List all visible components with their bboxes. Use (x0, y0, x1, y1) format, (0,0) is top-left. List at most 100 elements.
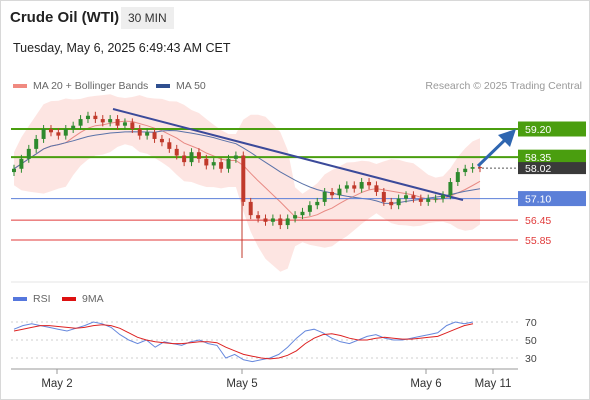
candle-body (381, 191, 386, 202)
rsi-swatch (13, 297, 27, 301)
ma50-swatch (156, 84, 170, 88)
level-label-58.35: 58.35 (525, 152, 551, 164)
level-label-59.20: 59.20 (525, 124, 551, 136)
candle-body (418, 198, 423, 202)
legend-ma9-label: 9MA (82, 293, 104, 305)
projection-arrow-shaft (476, 135, 510, 168)
candle-body (396, 198, 401, 206)
candle-body (322, 191, 327, 202)
level-tag-57.10 (518, 191, 586, 207)
candle-body (159, 138, 164, 143)
candle-body (130, 122, 135, 129)
candle-body (448, 182, 453, 196)
candle-body (433, 198, 438, 200)
ma9-swatch (62, 297, 76, 301)
candle-body (226, 158, 231, 169)
candle-body (344, 185, 349, 189)
candle-body (455, 172, 460, 183)
candle-body (56, 132, 61, 136)
candle-body (48, 129, 53, 133)
trendline (112, 108, 464, 201)
legend-ma20-label: MA 20 + Bollinger Bands (33, 80, 149, 92)
level-label-56.45: 56.45 (525, 215, 551, 227)
candle-body (219, 162, 224, 169)
candle-body (167, 142, 172, 149)
candle-body (241, 155, 246, 202)
rsi-line (13, 321, 474, 363)
candle-body (100, 119, 105, 123)
candle-body (411, 195, 416, 199)
candle-body (263, 218, 268, 222)
legend-rsi-label: RSI (33, 293, 51, 305)
rsi-ma-line (13, 323, 474, 360)
candle-body (93, 115, 98, 120)
candle-body (211, 162, 216, 166)
candle-body (41, 129, 46, 139)
candle-body (293, 215, 298, 219)
legend-ma20: MA 20 + Bollinger Bands (13, 80, 148, 92)
candle-body (19, 158, 24, 169)
candle-body (404, 195, 409, 199)
level-label-57.10: 57.10 (525, 194, 551, 206)
x-tick-label: May 2 (41, 378, 72, 390)
candle-body (285, 218, 290, 226)
candle-body (145, 132, 150, 136)
candle-body (233, 155, 238, 159)
candle-body (478, 167, 482, 169)
ma20-swatch (13, 84, 27, 88)
candle-body (108, 119, 113, 123)
level-label-55.85: 55.85 (525, 235, 551, 247)
candle-body (352, 185, 357, 189)
candle-body (470, 167, 475, 169)
last-price-tag (518, 162, 586, 175)
x-tick-label: May 6 (410, 378, 441, 390)
candle-body (12, 168, 16, 173)
x-tick-label: May 5 (226, 378, 257, 390)
ma20-line (13, 120, 481, 219)
research-credit: Research © 2025 Trading Central (425, 80, 582, 92)
legend-ma50-label: MA 50 (176, 80, 206, 92)
legend-rsi: RSI (13, 293, 51, 305)
projection-arrow-head (498, 129, 516, 147)
x-tick-label: May 11 (475, 378, 512, 390)
timeframe-button[interactable]: 30 MIN (121, 7, 174, 29)
candle-body (374, 185, 379, 192)
candle-body (463, 168, 468, 173)
candle-body (389, 201, 394, 206)
candle-body (307, 205, 312, 212)
bollinger-band (14, 94, 480, 272)
legend-ma50: MA 50 (156, 80, 206, 92)
candle-body (330, 191, 335, 196)
rsi-tick-70: 70 (525, 317, 537, 329)
candle-body (115, 119, 120, 126)
candle-body (359, 182, 364, 189)
candle-body (315, 201, 320, 206)
candle-body (248, 201, 253, 216)
candle-body (189, 152, 194, 163)
candle-body (196, 152, 201, 159)
candle-body (174, 148, 179, 156)
candle-body (337, 188, 342, 196)
candle-body (85, 115, 90, 120)
candle-body (78, 119, 83, 126)
candle-body (137, 129, 142, 136)
instrument-title: Crude Oil (WTI) (10, 9, 120, 26)
level-tag-59.20 (518, 121, 586, 137)
candle-body (270, 218, 275, 222)
level-tag-58.35 (518, 149, 586, 165)
last-price-label: 58.02 (525, 163, 551, 175)
candle-body (367, 182, 372, 186)
candle-body (34, 138, 39, 149)
timestamp: Tuesday, May 6, 2025 6:49:43 AM CET (13, 41, 231, 55)
candle-body (182, 155, 187, 163)
candle-body (426, 198, 431, 202)
rsi-tick-50: 50 (525, 335, 537, 347)
candle-body (441, 195, 446, 199)
candle-body (256, 215, 261, 219)
candle-body (152, 132, 157, 139)
candle-body (278, 218, 283, 226)
candle-body (122, 122, 127, 126)
rsi-tick-30: 30 (525, 353, 537, 365)
candle-body (204, 158, 209, 166)
